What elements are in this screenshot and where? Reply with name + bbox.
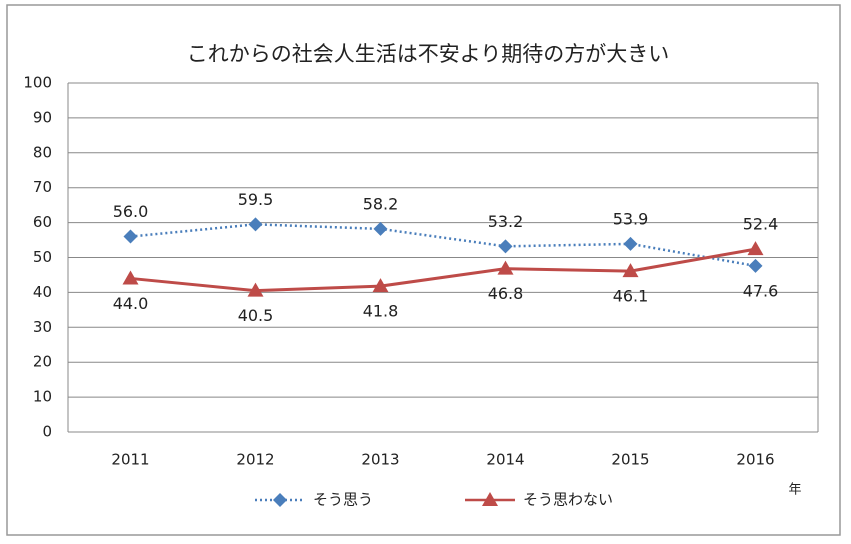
y-tick-label: 50: [33, 248, 52, 266]
data-label: 46.8: [488, 284, 524, 303]
series-line: [130, 247, 756, 293]
data-label: 46.1: [613, 287, 649, 306]
y-tick-label: 60: [33, 213, 52, 231]
legend-label: そう思わない: [523, 491, 613, 509]
data-label: 56.0: [113, 202, 149, 221]
legend-label: そう思う: [313, 491, 373, 509]
data-label: 58.2: [363, 194, 399, 213]
data-label: 41.8: [363, 302, 399, 321]
marker: [748, 258, 763, 273]
y-tick-label: 20: [33, 353, 52, 371]
data-label: 52.4: [743, 215, 779, 234]
marker: [747, 241, 764, 256]
marker: [373, 221, 388, 236]
marker: [248, 217, 263, 232]
y-tick-label: 0: [42, 423, 52, 441]
marker: [498, 239, 513, 254]
y-tick-label: 80: [33, 143, 52, 161]
data-label: 44.0: [113, 294, 149, 313]
marker: [497, 260, 514, 275]
data-label: 47.6: [743, 281, 779, 300]
chart-frame: [6, 4, 841, 536]
x-tick-label: 2011: [111, 451, 149, 469]
x-tick-label: 2014: [486, 451, 524, 469]
x-tick-label: 2012: [236, 451, 274, 469]
data-label: 53.2: [488, 212, 524, 231]
chart-title: これからの社会人生活は不安より期待の方が大きい: [187, 42, 670, 66]
y-tick-label: 90: [33, 108, 52, 126]
marker: [482, 492, 498, 506]
y-tick-label: 40: [33, 283, 52, 301]
marker: [372, 278, 389, 293]
x-tick-label: 2015: [611, 451, 649, 469]
data-label: 53.9: [613, 209, 649, 228]
y-tick-label: 100: [23, 74, 52, 92]
marker: [623, 236, 638, 251]
marker: [273, 493, 287, 507]
y-tick-label: 30: [33, 318, 52, 336]
y-tick-label: 70: [33, 178, 52, 196]
data-label: 40.5: [238, 306, 274, 325]
marker: [247, 282, 264, 297]
marker: [122, 270, 139, 285]
marker: [123, 229, 138, 244]
x-tick-label: 2016: [736, 451, 774, 469]
marker: [622, 263, 639, 278]
y-tick-label: 10: [33, 388, 52, 406]
x-tick-label: 2013: [361, 451, 399, 469]
x-axis-label: 年: [788, 483, 801, 498]
data-label: 59.5: [238, 190, 274, 209]
